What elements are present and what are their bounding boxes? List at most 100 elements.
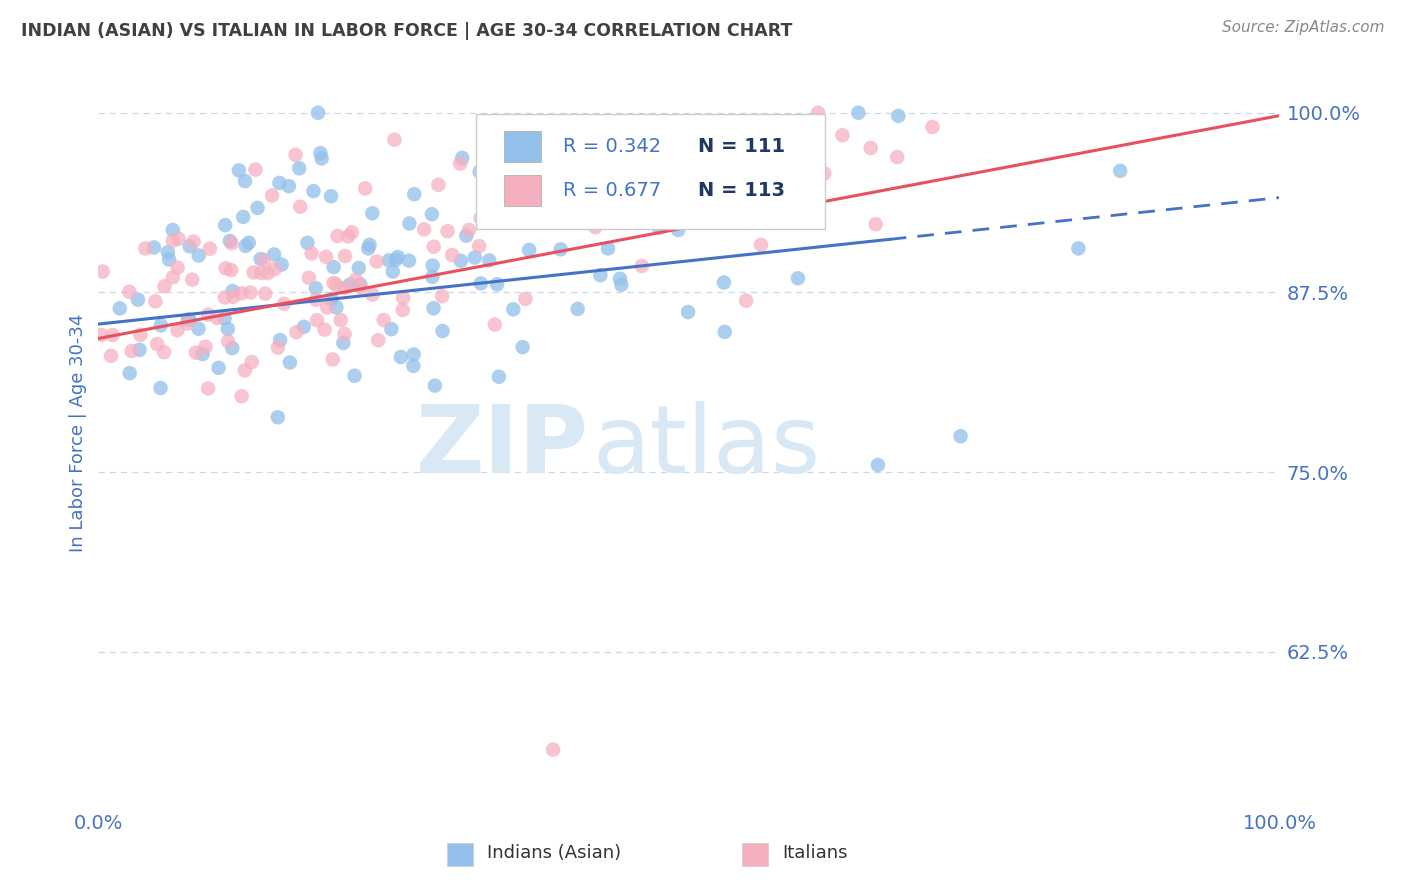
- Point: [321, 292, 343, 306]
- Point: [91, 264, 114, 278]
- Point: [232, 210, 254, 224]
- Point: [256, 266, 278, 280]
- Point: [422, 259, 444, 273]
- Point: [260, 188, 283, 202]
- Point: [787, 271, 810, 285]
- Point: [887, 109, 910, 123]
- Point: [780, 139, 803, 153]
- Point: [523, 198, 546, 212]
- Point: [156, 245, 179, 260]
- Point: [436, 224, 458, 238]
- Point: [176, 317, 198, 331]
- Point: [191, 347, 214, 361]
- Text: N = 111: N = 111: [699, 136, 786, 155]
- Point: [921, 120, 943, 134]
- Point: [253, 253, 276, 268]
- Point: [285, 325, 308, 339]
- Point: [129, 327, 152, 342]
- Point: [242, 265, 264, 279]
- Point: [315, 250, 337, 264]
- Point: [333, 326, 356, 341]
- Point: [249, 252, 271, 266]
- Point: [231, 286, 253, 301]
- Point: [149, 318, 172, 333]
- Point: [713, 276, 735, 290]
- Point: [713, 325, 735, 339]
- Point: [427, 178, 450, 192]
- Point: [309, 146, 332, 161]
- Point: [307, 105, 329, 120]
- Point: [267, 410, 290, 425]
- Point: [449, 156, 471, 170]
- Point: [631, 259, 654, 273]
- Point: [278, 355, 301, 369]
- Point: [333, 249, 356, 263]
- Point: [366, 254, 388, 268]
- Point: [749, 237, 772, 252]
- Point: [354, 181, 377, 195]
- Point: [254, 286, 277, 301]
- Point: [359, 238, 381, 252]
- FancyBboxPatch shape: [503, 175, 541, 206]
- Point: [221, 341, 243, 355]
- Text: atlas: atlas: [592, 401, 820, 493]
- Point: [277, 179, 299, 194]
- Point: [207, 360, 229, 375]
- Point: [441, 248, 464, 262]
- Text: INDIAN (ASIAN) VS ITALIAN IN LABOR FORCE | AGE 30-34 CORRELATION CHART: INDIAN (ASIAN) VS ITALIAN IN LABOR FORCE…: [21, 22, 793, 40]
- Text: ZIP: ZIP: [416, 401, 589, 493]
- Point: [127, 293, 149, 307]
- Point: [502, 302, 524, 317]
- Point: [322, 352, 344, 367]
- Point: [325, 277, 347, 292]
- Point: [349, 280, 371, 294]
- Point: [512, 340, 534, 354]
- Point: [831, 128, 853, 143]
- Point: [367, 333, 389, 347]
- Point: [472, 209, 495, 223]
- Point: [846, 105, 869, 120]
- Point: [166, 260, 188, 275]
- Point: [214, 261, 236, 276]
- Point: [298, 270, 321, 285]
- Point: [153, 279, 176, 293]
- Point: [347, 261, 370, 276]
- Point: [1067, 241, 1090, 255]
- FancyBboxPatch shape: [477, 114, 825, 229]
- Point: [387, 250, 409, 264]
- Point: [486, 123, 509, 137]
- Point: [949, 429, 972, 443]
- Point: [246, 201, 269, 215]
- Point: [183, 235, 205, 249]
- Point: [305, 293, 328, 307]
- Point: [219, 263, 242, 277]
- Point: [385, 252, 408, 267]
- Point: [90, 327, 112, 342]
- Point: [420, 207, 443, 221]
- Point: [537, 166, 560, 180]
- Point: [813, 166, 835, 180]
- Point: [217, 334, 239, 349]
- Point: [470, 277, 492, 291]
- Point: [235, 239, 257, 253]
- Text: Indians (Asian): Indians (Asian): [486, 844, 621, 863]
- Point: [464, 251, 486, 265]
- Point: [100, 349, 122, 363]
- Point: [221, 236, 243, 251]
- Point: [470, 211, 492, 226]
- Point: [184, 345, 207, 359]
- Point: [361, 287, 384, 301]
- Point: [389, 350, 412, 364]
- Point: [311, 152, 333, 166]
- Point: [101, 328, 124, 343]
- Text: N = 113: N = 113: [699, 181, 786, 200]
- Point: [610, 277, 633, 292]
- Point: [233, 363, 256, 377]
- Point: [314, 323, 336, 337]
- Point: [118, 285, 141, 299]
- Point: [666, 116, 689, 130]
- Point: [488, 369, 510, 384]
- Point: [349, 277, 371, 292]
- Point: [273, 297, 295, 311]
- Point: [357, 241, 380, 255]
